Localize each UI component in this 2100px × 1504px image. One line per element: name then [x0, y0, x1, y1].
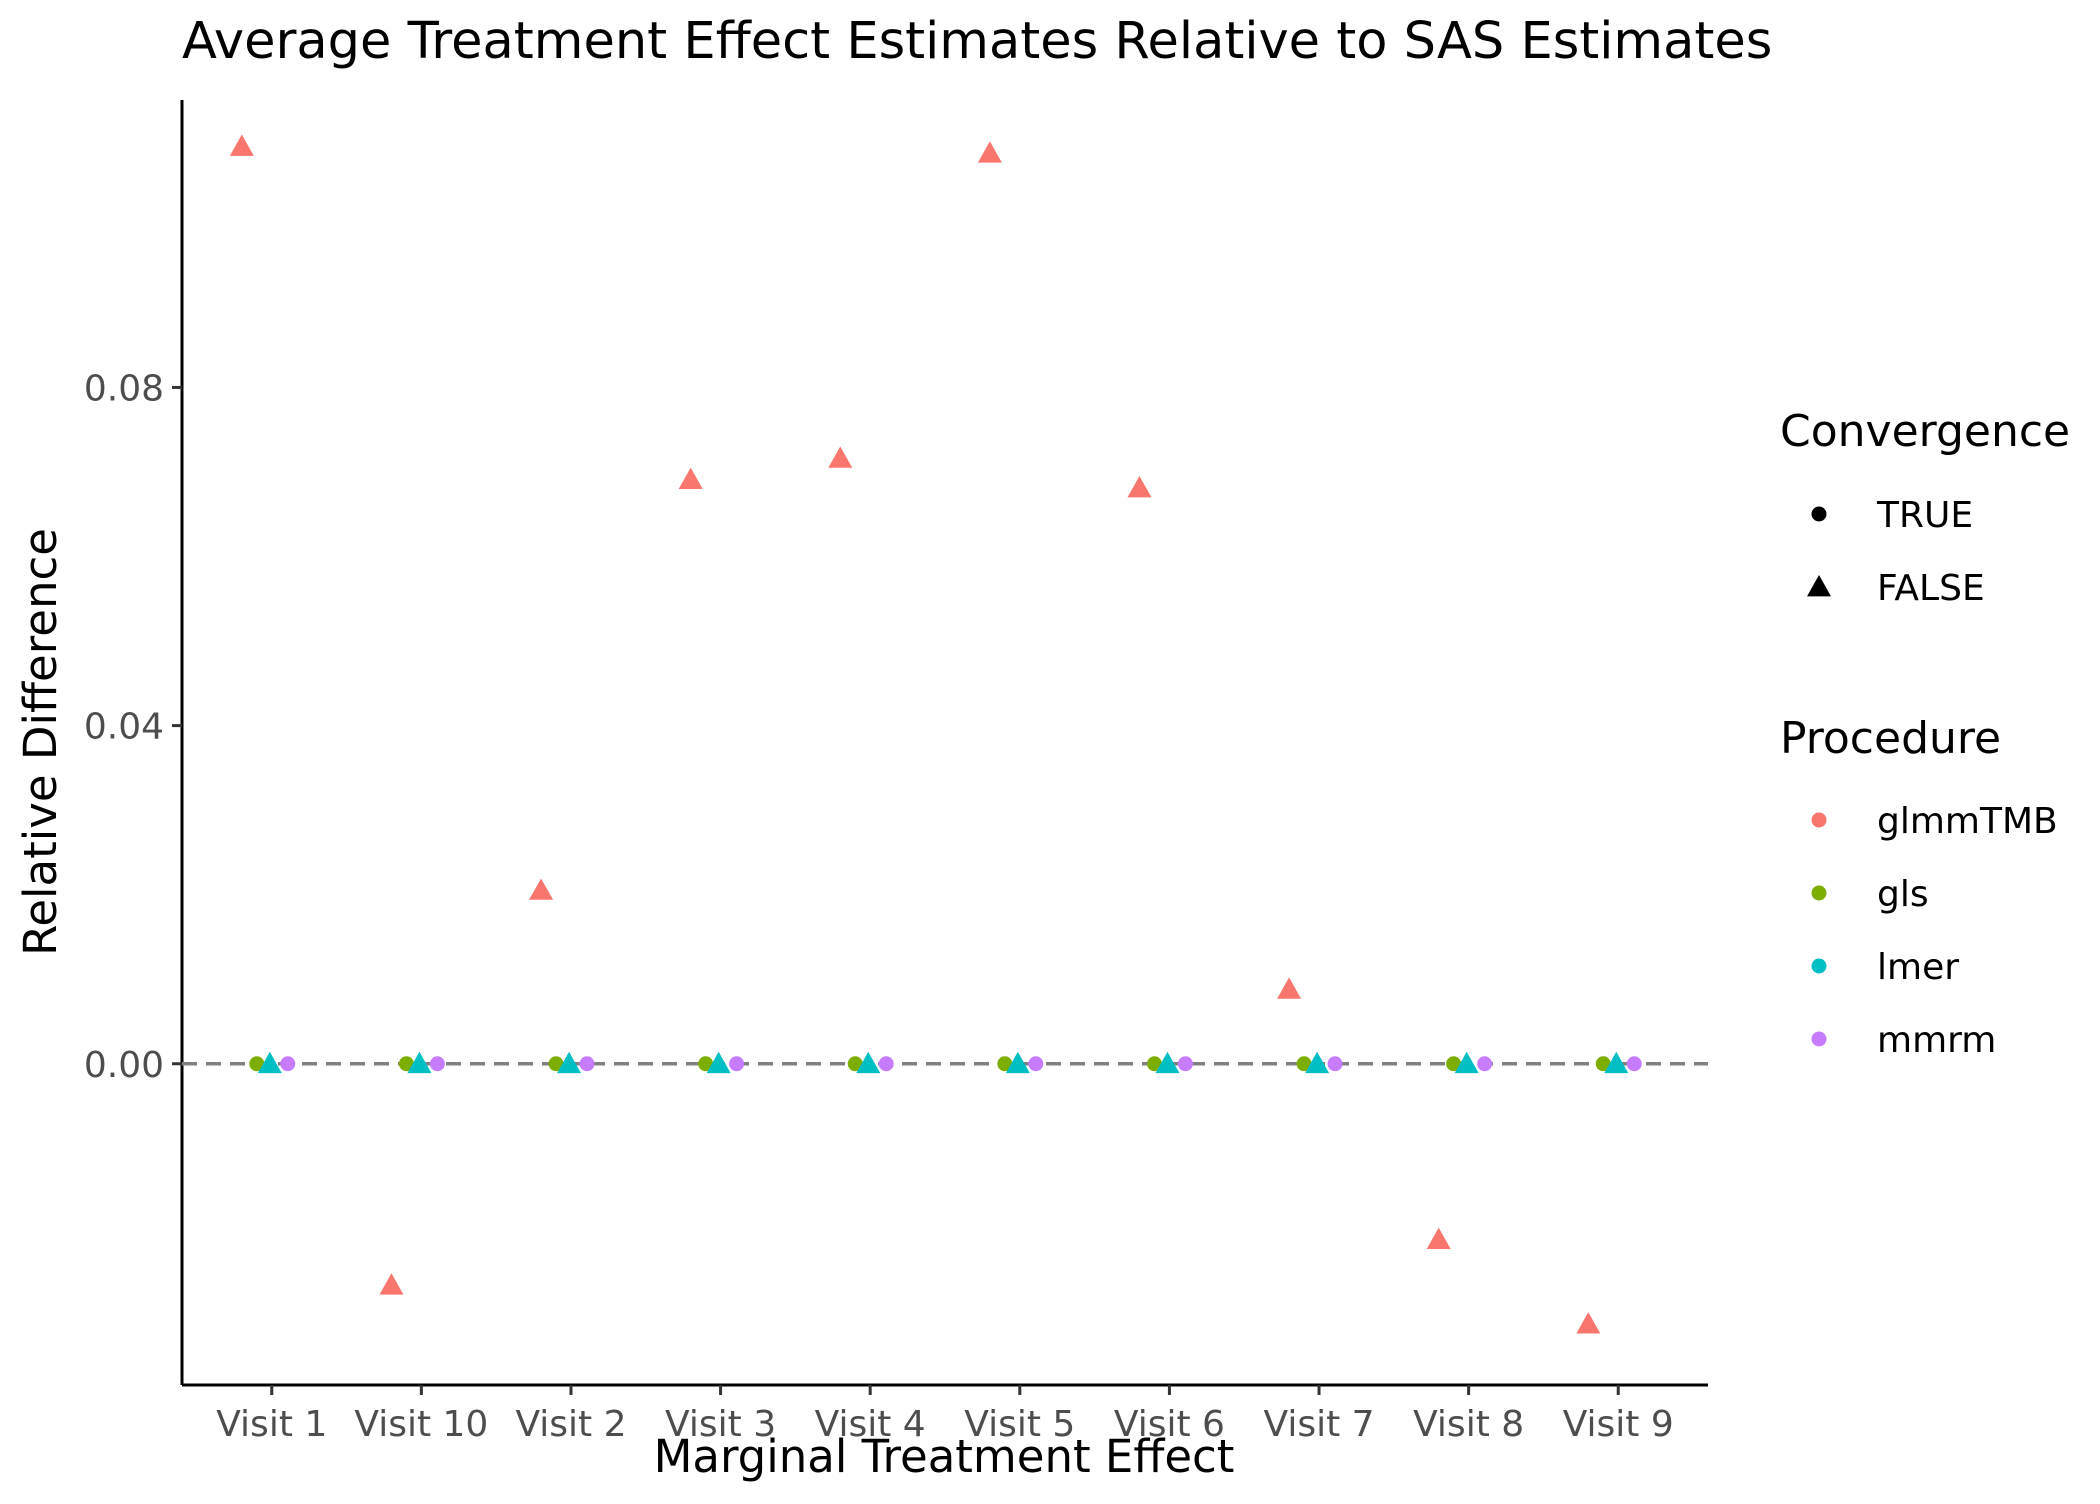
point-lmer-visit-7	[1305, 1051, 1330, 1074]
x-axis-title: Marginal Treatment Effect	[654, 1430, 1235, 1483]
point-lmer-visit-8	[1454, 1051, 1479, 1074]
point-glmmtmb-visit-4	[828, 446, 853, 468]
point-glmmtmb-visit-5	[977, 141, 1002, 163]
legend-key-false	[1807, 575, 1831, 597]
legend-key-gls	[1811, 885, 1827, 901]
point-mmrm-visit-5	[1028, 1056, 1044, 1072]
y-tick-label: 0.04	[84, 707, 164, 748]
x-tick-label: Visit 6	[1114, 1404, 1225, 1445]
x-tick-label: Visit 10	[354, 1404, 488, 1445]
legend: Convergence TRUE FALSE Procedure glmmTMB gls l…	[1780, 406, 2070, 1061]
legend-label-false: FALSE	[1877, 568, 1985, 609]
point-glmmtmb-visit-10	[379, 1273, 404, 1295]
point-gls-visit-8	[1446, 1056, 1462, 1072]
point-glmmtmb-visit-9	[1576, 1312, 1601, 1334]
x-tick-label: Visit 5	[964, 1404, 1075, 1445]
legend-title-convergence: Convergence	[1780, 406, 2070, 457]
point-gls-visit-10	[398, 1056, 414, 1072]
point-mmrm-visit-8	[1477, 1056, 1493, 1072]
point-gls-visit-6	[1146, 1056, 1162, 1072]
x-tick-label: Visit 7	[1263, 1404, 1374, 1445]
point-mmrm-visit-1	[280, 1056, 296, 1072]
point-lmer-visit-3	[706, 1051, 731, 1074]
y-tick-label: 0.08	[84, 368, 164, 409]
point-gls-visit-5	[997, 1056, 1013, 1072]
point-mmrm-visit-4	[878, 1056, 894, 1072]
point-lmer-visit-6	[1155, 1051, 1180, 1074]
x-tick-label: Visit 9	[1563, 1404, 1674, 1445]
point-glmmtmb-visit-6	[1127, 476, 1152, 498]
point-glmmtmb-visit-8	[1426, 1227, 1451, 1249]
point-mmrm-visit-6	[1177, 1056, 1193, 1072]
point-lmer-visit-1	[257, 1051, 282, 1074]
point-lmer-visit-5	[1005, 1051, 1030, 1074]
point-gls-visit-9	[1595, 1056, 1611, 1072]
legend-label-gls: gls	[1877, 874, 1929, 915]
legend-label-lmer: lmer	[1877, 947, 1959, 988]
point-glmmtmb-visit-2	[529, 878, 554, 900]
point-gls-visit-4	[847, 1056, 863, 1072]
point-lmer-visit-2	[557, 1051, 582, 1074]
legend-key-mmrm	[1811, 1031, 1827, 1047]
data-points	[229, 134, 1642, 1334]
point-mmrm-visit-3	[729, 1056, 745, 1072]
point-glmmtmb-visit-3	[678, 467, 703, 489]
legend-label-glmmtmb: glmmTMB	[1877, 801, 2058, 842]
point-gls-visit-7	[1296, 1056, 1312, 1072]
legend-key-lmer	[1811, 958, 1827, 974]
legend-label-mmrm: mmrm	[1877, 1020, 1996, 1061]
point-glmmtmb-visit-1	[229, 134, 254, 156]
x-tick-label: Visit 8	[1413, 1404, 1524, 1445]
x-tick-label: Visit 4	[815, 1404, 926, 1445]
y-axis-title: Relative Difference	[14, 528, 67, 956]
point-gls-visit-3	[698, 1056, 714, 1072]
legend-key-glmmtmb	[1811, 812, 1827, 828]
legend-label-true: TRUE	[1876, 495, 1973, 536]
point-gls-visit-1	[249, 1056, 265, 1072]
point-lmer-visit-10	[407, 1051, 432, 1074]
x-tick-label: Visit 2	[515, 1404, 626, 1445]
point-lmer-visit-9	[1604, 1051, 1629, 1074]
point-mmrm-visit-9	[1626, 1056, 1642, 1072]
point-lmer-visit-4	[856, 1051, 881, 1074]
point-mmrm-visit-10	[429, 1056, 445, 1072]
point-gls-visit-2	[548, 1056, 564, 1072]
point-mmrm-visit-2	[579, 1056, 595, 1072]
axes: 0.00 0.04 0.08 Visit 1 Visit 10 Visit 2 Visit …	[84, 100, 1708, 1445]
chart-title: Average Treatment Effect Estimates Relat…	[182, 12, 1772, 71]
legend-title-procedure: Procedure	[1780, 713, 2001, 764]
y-tick-label: 0.00	[84, 1045, 164, 1086]
point-mmrm-visit-7	[1327, 1056, 1343, 1072]
legend-key-true	[1811, 506, 1827, 522]
point-glmmtmb-visit-7	[1277, 977, 1302, 999]
x-tick-label: Visit 3	[665, 1404, 776, 1445]
x-tick-label: Visit 1	[216, 1404, 327, 1445]
